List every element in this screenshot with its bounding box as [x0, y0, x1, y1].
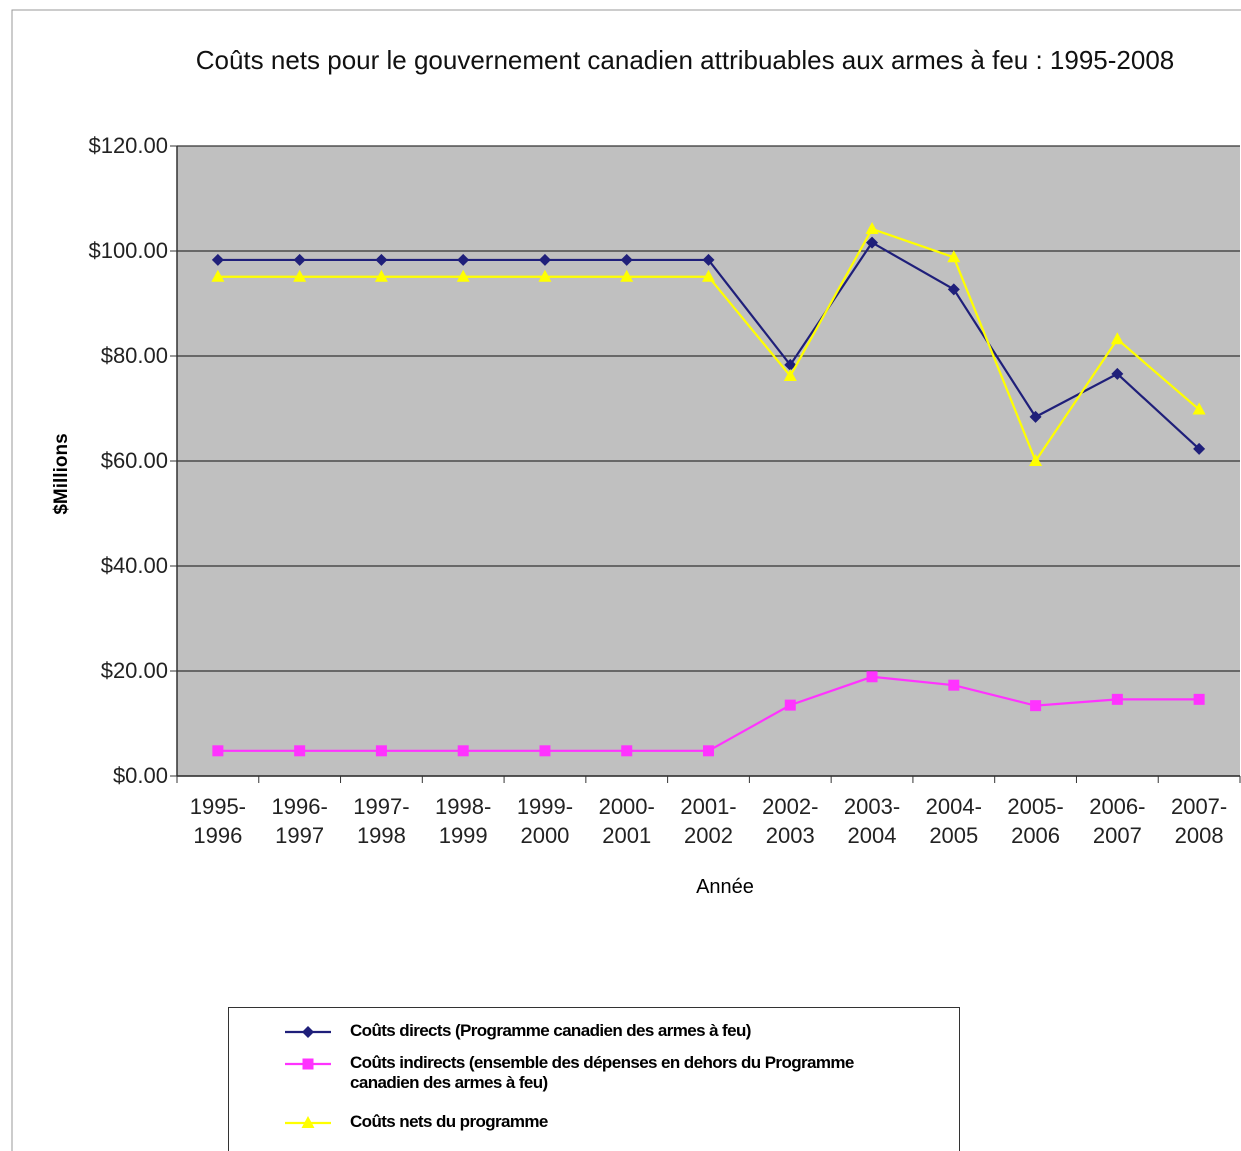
x-tick-label: 1997-1998 — [353, 794, 410, 848]
point — [302, 1058, 314, 1070]
x-tick-label: 2005-2006 — [1007, 794, 1064, 848]
y-tick-label: $80.00 — [100, 343, 168, 368]
legend-label: Coûts nets du programme — [350, 1112, 548, 1131]
point — [293, 269, 307, 282]
point — [620, 269, 634, 282]
point — [1030, 700, 1042, 712]
point — [1111, 367, 1124, 380]
point — [211, 253, 224, 266]
point — [866, 671, 878, 683]
point — [294, 745, 306, 757]
point — [1029, 410, 1042, 423]
point — [212, 745, 224, 757]
x-tick-label: 1998-1999 — [435, 794, 492, 848]
point — [1111, 693, 1123, 705]
y-tick-label: $0.00 — [112, 763, 168, 788]
legend-label: Coûts indirects (ensemble des dépenses e… — [350, 1053, 854, 1092]
point — [301, 1116, 315, 1128]
y-tick-label: $60.00 — [100, 448, 168, 473]
point — [211, 269, 225, 282]
point — [293, 253, 306, 266]
x-tick-label: 2007-2008 — [1170, 794, 1228, 848]
point — [866, 236, 879, 249]
point — [621, 745, 633, 757]
frame — [11, 9, 1241, 1151]
point — [1110, 332, 1124, 345]
legend-label: Coûts directs (Programme canadien des ar… — [350, 1021, 751, 1040]
point — [784, 699, 796, 711]
y-tick-label: $20.00 — [100, 658, 168, 683]
point — [702, 253, 715, 266]
x-tick-label: 2001-2002 — [680, 794, 737, 848]
point — [784, 358, 797, 371]
point — [783, 368, 797, 381]
point — [1192, 402, 1206, 415]
point — [1029, 454, 1043, 466]
point — [702, 269, 715, 282]
legend: Coûts directs (Programme canadien des ar… — [228, 1007, 960, 1151]
point — [1193, 693, 1205, 705]
x-tick-label: 2000-2001 — [598, 794, 655, 848]
point — [302, 1026, 314, 1038]
x-tick-label: 2006-2007 — [1089, 794, 1146, 848]
point — [457, 745, 469, 757]
point — [1193, 442, 1206, 455]
point — [375, 745, 387, 757]
point — [865, 221, 879, 234]
point — [948, 679, 960, 691]
point — [538, 269, 552, 282]
point — [538, 253, 551, 266]
x-tick-label: 2004-2005 — [925, 794, 982, 848]
legend-symbols — [285, 1026, 331, 1128]
chart-title: Coûts nets pour le gouvernement canadien… — [195, 45, 1175, 75]
y-tick-label: $100.00 — [88, 238, 168, 263]
point — [703, 745, 714, 757]
x-tick-label: 2002-2003 — [762, 794, 819, 848]
point — [457, 253, 470, 266]
point — [374, 269, 388, 282]
point — [947, 250, 961, 263]
x-tick-label: 2003-2004 — [843, 794, 901, 848]
point — [375, 253, 388, 266]
point — [539, 745, 551, 757]
y-tick-label: $40.00 — [100, 553, 168, 578]
point — [947, 283, 960, 296]
point — [620, 253, 633, 266]
x-tick-label: 1996-1997 — [271, 794, 328, 848]
x-tick-label: 1999-2000 — [516, 794, 574, 848]
point — [456, 269, 470, 282]
y-tick-label: $120.00 — [88, 133, 168, 158]
x-tick-label: 1995-1996 — [189, 794, 247, 848]
x-axis-label: Année — [696, 876, 754, 898]
